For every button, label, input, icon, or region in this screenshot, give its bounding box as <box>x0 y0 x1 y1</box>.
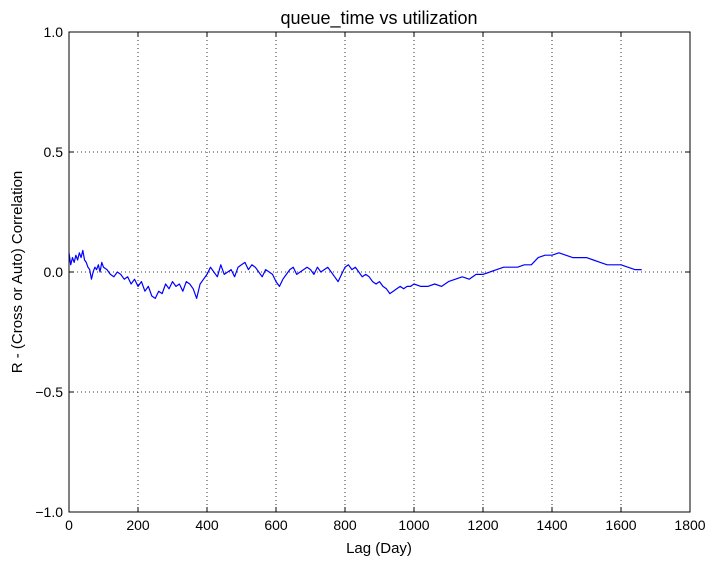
y-axis-label: R - (Cross or Auto) Correlation <box>9 171 26 374</box>
x-tick-label: 1000 <box>398 517 429 533</box>
x-tick-label: 600 <box>264 517 288 533</box>
y-tick-label: 1.0 <box>44 24 64 40</box>
chart-title: queue_time vs utilization <box>280 8 477 29</box>
series-line <box>68 249 642 299</box>
x-axis-label: Lag (Day) <box>346 540 412 557</box>
x-tick-label: 0 <box>65 517 73 533</box>
x-tick-label: 1400 <box>536 517 567 533</box>
ticks: 0 200 400 600 800 1000 1200 1400 1600 1800 −1.0 −0.… <box>35 24 705 533</box>
y-tick-label: −0.5 <box>35 384 63 400</box>
y-tick-label: 0.0 <box>44 264 64 280</box>
x-tick-label: 200 <box>126 517 150 533</box>
y-tick-label: 0.5 <box>44 144 64 160</box>
series <box>68 249 642 299</box>
x-tick-label: 1600 <box>605 517 636 533</box>
x-tick-label: 400 <box>195 517 219 533</box>
x-tick-label: 1800 <box>674 517 705 533</box>
x-tick-label: 1200 <box>467 517 498 533</box>
x-tick-label: 800 <box>333 517 357 533</box>
plot-frame <box>68 31 691 513</box>
y-tick-label: −1.0 <box>35 504 63 520</box>
grid <box>69 32 690 512</box>
